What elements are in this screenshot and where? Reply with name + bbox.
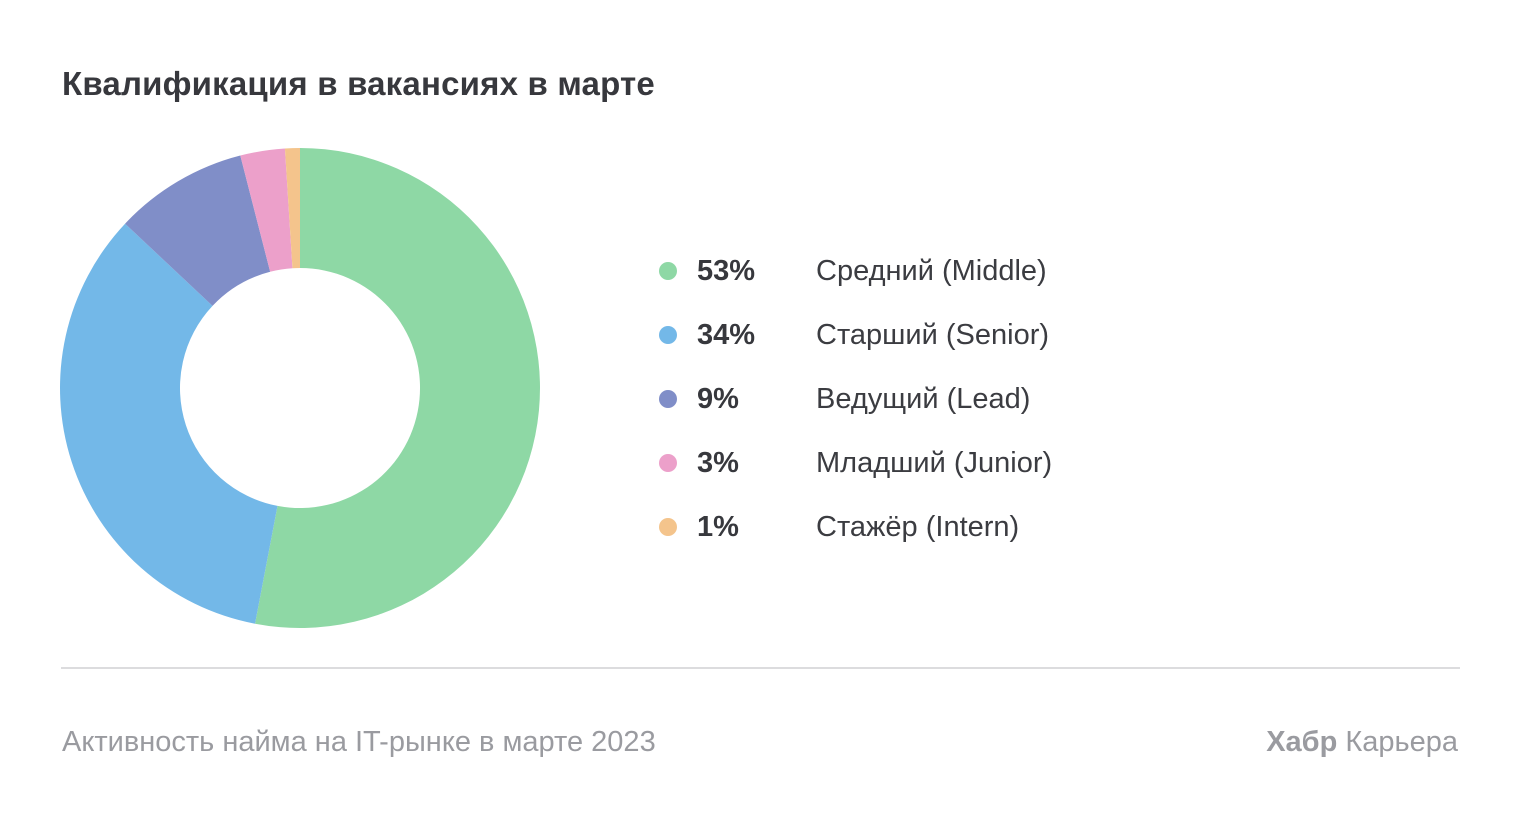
legend-label: Стажёр (Intern) <box>816 510 1020 543</box>
legend-percent: 9% <box>697 382 739 415</box>
chart-title: Квалификация в вакансиях в марте <box>62 65 655 102</box>
legend-item-senior: 34% Старший (Senior) <box>659 317 1052 353</box>
donut-segment-0 <box>255 148 540 628</box>
donut-chart <box>60 148 540 628</box>
legend-label: Ведущий (Lead) <box>816 382 1031 415</box>
legend-item-lead: 9% Ведущий (Lead) <box>659 381 1052 417</box>
donut-segment-2 <box>125 155 271 306</box>
donut-segment-3 <box>240 148 293 272</box>
legend-percent: 34% <box>697 318 756 351</box>
divider <box>61 667 1460 669</box>
legend-dot <box>659 518 677 536</box>
chart-legend: 53% Средний (Middle) 34% Старший (Senior… <box>659 253 1052 573</box>
legend-item-middle: 53% Средний (Middle) <box>659 253 1052 289</box>
legend-dot <box>659 454 677 472</box>
brand-name-regular: Карьера <box>1337 726 1458 758</box>
legend-percent: 53% <box>697 254 756 287</box>
legend-item-junior: 3% Младший (Junior) <box>659 445 1052 481</box>
legend-dot <box>659 390 677 408</box>
brand-logo: Хабр Карьера <box>1266 726 1458 759</box>
legend-item-intern: 1% Стажёр (Intern) <box>659 509 1052 545</box>
donut-chart-container <box>60 148 540 628</box>
legend-percent: 3% <box>697 446 739 479</box>
source-caption: Активность найма на IT-рынке в марте 202… <box>62 726 656 758</box>
legend-dot <box>659 262 677 280</box>
brand-name-bold: Хабр <box>1266 726 1338 758</box>
legend-label: Средний (Middle) <box>816 254 1047 287</box>
donut-segment-1 <box>60 223 278 624</box>
legend-label: Младший (Junior) <box>816 446 1053 479</box>
donut-segment-4 <box>284 148 300 269</box>
legend-dot <box>659 326 677 344</box>
legend-percent: 1% <box>697 510 739 543</box>
legend-label: Старший (Senior) <box>816 318 1050 351</box>
